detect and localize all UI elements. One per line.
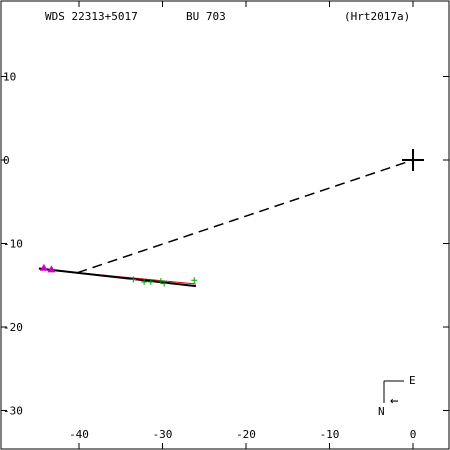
y-tick-label: -30 <box>3 405 23 418</box>
motion-arrow-icon: ← <box>390 393 398 409</box>
data-points <box>39 263 198 287</box>
primary-star-marker <box>402 149 424 171</box>
reference-label: (Hrt2017a) <box>344 10 410 23</box>
plus-point <box>161 280 168 287</box>
y-tick-label: 10 <box>3 71 16 84</box>
x-tick-label: -20 <box>236 428 256 441</box>
x-tick-label: -40 <box>69 428 89 441</box>
triangle-point <box>39 263 48 271</box>
compass-north-label: N <box>378 405 385 418</box>
y-tick-label: -10 <box>3 238 23 251</box>
plus-point <box>191 277 198 284</box>
x-tick-label: 0 <box>410 428 417 441</box>
fit-lines <box>38 159 414 288</box>
dashed-connector-line <box>77 159 414 274</box>
plus-point <box>147 278 154 285</box>
y-tick-label: 0 <box>3 154 10 167</box>
x-tick-label: -10 <box>320 428 340 441</box>
compass-east-label: E <box>409 374 416 387</box>
x-tick-label: -30 <box>153 428 173 441</box>
y-tick-label: -20 <box>3 321 23 334</box>
wds-label: WDS 22313+5017 <box>45 10 138 23</box>
compass: E N ← <box>378 374 416 418</box>
fit-line <box>38 267 197 288</box>
plus-point <box>157 278 164 285</box>
triangle-point <box>47 265 56 273</box>
plus-point <box>141 278 148 285</box>
discoverer-label: BU 703 <box>186 10 226 23</box>
plus-point <box>130 276 137 283</box>
